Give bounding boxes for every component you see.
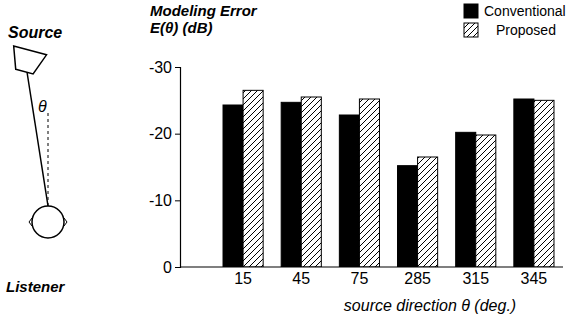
source-icon: [8, 46, 47, 76]
legend-swatch: [464, 4, 478, 18]
y-axis-title-line: E(θ) (dB): [150, 19, 213, 36]
ear: [29, 218, 32, 226]
diagram: Source θ Listener: [6, 24, 67, 295]
legend-label: Proposed: [496, 22, 556, 38]
y-tick-mark: [175, 267, 180, 268]
y-axis-title: Modeling ErrorE(θ) (dB): [150, 2, 258, 36]
x-tick-label: 285: [404, 270, 431, 287]
y-tick: -10: [149, 192, 180, 209]
x-axis: 15 45 75 285 315 345: [180, 267, 563, 287]
y-tick-mark: [175, 200, 180, 201]
legend-label: Conventional: [484, 3, 566, 19]
y-tick-mark: [175, 134, 180, 135]
bar: [534, 100, 554, 267]
x-tick: 45: [292, 267, 310, 287]
bar: [223, 105, 243, 267]
reference-line: [48, 110, 49, 206]
legend-swatch: [464, 23, 478, 37]
x-axis-line: [180, 266, 563, 267]
bar: [456, 132, 476, 267]
y-axis-line: [175, 68, 181, 268]
y-tick: 0: [163, 259, 180, 276]
x-tick: 15: [234, 267, 252, 287]
y-axis-title-line: Modeling Error: [150, 2, 258, 19]
ear: [64, 218, 67, 226]
bar: [243, 90, 263, 267]
x-tick: 75: [351, 267, 369, 287]
x-tick: 315: [462, 267, 489, 287]
y-tick-label: 0: [163, 259, 172, 276]
bars: [223, 90, 554, 267]
bar: [301, 97, 321, 267]
x-tick-label: 15: [234, 270, 252, 287]
y-tick: -30: [149, 59, 180, 76]
x-tick-label: 45: [292, 270, 310, 287]
y-tick-label: -20: [149, 125, 172, 142]
bar: [281, 102, 301, 267]
bar: [418, 157, 438, 267]
chart: -30 -20 -10 0 15 45 75 285 315 345 Modeling ErrorE…: [0, 0, 576, 327]
head: [32, 206, 64, 238]
x-tick: 285: [404, 267, 431, 287]
bar: [398, 166, 418, 267]
source-line: [27, 72, 48, 206]
y-tick-label: -30: [149, 59, 172, 76]
bar: [476, 135, 496, 267]
x-tick-label: 345: [521, 270, 548, 287]
bar: [514, 99, 534, 267]
y-tick-mark: [175, 67, 180, 68]
y-tick-label: -10: [149, 192, 172, 209]
y-axis: -30 -20 -10 0: [149, 59, 181, 276]
x-tick: 345: [521, 267, 548, 287]
x-tick-label: 75: [351, 270, 369, 287]
annotation: Listener: [6, 278, 66, 295]
legend: Conventional Proposed: [464, 3, 566, 38]
annotation: θ: [38, 98, 47, 115]
annotation: Source: [8, 24, 62, 41]
bar: [339, 115, 359, 267]
bar: [359, 99, 379, 267]
x-tick-label: 315: [462, 270, 489, 287]
x-axis-title: source direction θ (deg.): [344, 297, 516, 314]
y-tick: -20: [149, 125, 180, 142]
